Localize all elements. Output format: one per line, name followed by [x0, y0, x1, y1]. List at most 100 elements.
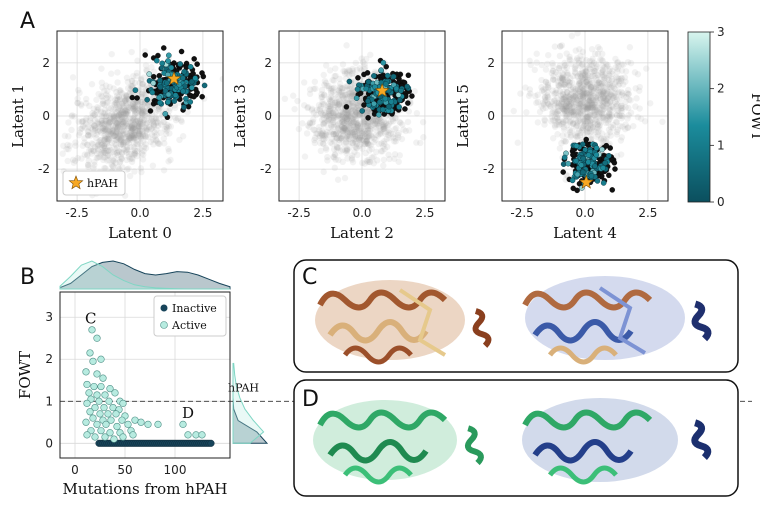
hpah-reference-label: hPAH [228, 381, 259, 394]
background-point [552, 69, 560, 76]
legend-inactive-marker [160, 304, 168, 312]
background-point [130, 102, 138, 110]
background-point [566, 106, 574, 113]
background-point [659, 118, 666, 126]
background-point [542, 85, 549, 92]
background-point [123, 74, 131, 81]
background-point [338, 88, 345, 96]
background-point [577, 110, 584, 118]
background-point [523, 109, 530, 116]
background-point [565, 107, 573, 114]
background-point [117, 132, 124, 140]
background-point [334, 135, 341, 142]
background-point [392, 114, 399, 121]
background-point [373, 124, 380, 131]
background-point [601, 84, 608, 91]
background-point [100, 127, 108, 134]
background-point [82, 95, 90, 103]
background-point [618, 75, 625, 83]
background-point [606, 80, 613, 87]
background-point [346, 132, 353, 139]
background-point [599, 103, 607, 111]
background-point [347, 106, 354, 113]
protein-structure-c-left [315, 280, 492, 365]
background-point [126, 135, 133, 143]
background-point [310, 126, 317, 133]
background-point [137, 107, 144, 114]
background-point [615, 107, 622, 114]
background-point [592, 94, 600, 101]
background-point [110, 113, 117, 120]
background-point [563, 88, 571, 96]
legend-active-marker [160, 321, 168, 329]
background-point [605, 113, 613, 120]
background-point [343, 113, 350, 120]
background-point [359, 137, 367, 144]
background-point [313, 106, 321, 114]
background-point [550, 73, 557, 80]
background-point [560, 110, 567, 117]
background-point [119, 106, 127, 114]
background-point [552, 90, 559, 97]
background-point [345, 117, 353, 124]
background-point [349, 115, 356, 123]
background-point [599, 94, 607, 101]
background-point [631, 69, 639, 76]
background-point [139, 89, 147, 96]
background-point [79, 118, 86, 125]
background-point [127, 119, 135, 127]
background-point [365, 156, 372, 164]
background-point [587, 122, 594, 129]
background-point [113, 128, 120, 136]
background-point [365, 129, 372, 137]
background-point [561, 107, 568, 115]
background-point [558, 139, 565, 147]
annotation-d: D [182, 404, 194, 422]
background-point [334, 104, 342, 111]
background-point [110, 112, 117, 119]
background-point [514, 139, 521, 146]
background-point [636, 87, 643, 94]
background-point [586, 125, 593, 133]
background-point [565, 111, 573, 118]
background-point [598, 69, 605, 76]
background-point [567, 91, 574, 98]
background-point [559, 103, 566, 110]
background-point [588, 116, 595, 123]
background-point [108, 127, 116, 135]
background-point [349, 65, 356, 73]
background-point [101, 154, 108, 161]
background-point [354, 122, 362, 129]
background-point [572, 91, 580, 99]
background-point [129, 115, 137, 122]
background-point [107, 130, 115, 138]
background-point [74, 95, 81, 102]
active-point [189, 78, 195, 85]
background-point [590, 89, 597, 97]
background-point [582, 118, 589, 125]
background-point [601, 74, 608, 82]
active-point [396, 104, 402, 110]
background-point [329, 88, 337, 95]
background-point [605, 71, 612, 78]
background-point [124, 84, 132, 92]
background-point [558, 96, 565, 103]
background-point [130, 105, 137, 112]
background-point [341, 70, 349, 77]
background-point [314, 130, 321, 137]
background-point [571, 92, 578, 100]
background-point [98, 141, 105, 149]
background-point [557, 77, 565, 84]
background-point [560, 103, 568, 111]
background-point [329, 128, 336, 135]
background-point [95, 138, 102, 145]
active-point [184, 431, 192, 439]
background-point [145, 126, 152, 133]
active-point [180, 88, 186, 95]
active-point [198, 431, 206, 439]
background-point [112, 106, 119, 113]
background-point [99, 150, 107, 157]
background-point [600, 95, 607, 102]
background-point [335, 95, 342, 103]
background-point [569, 84, 577, 91]
